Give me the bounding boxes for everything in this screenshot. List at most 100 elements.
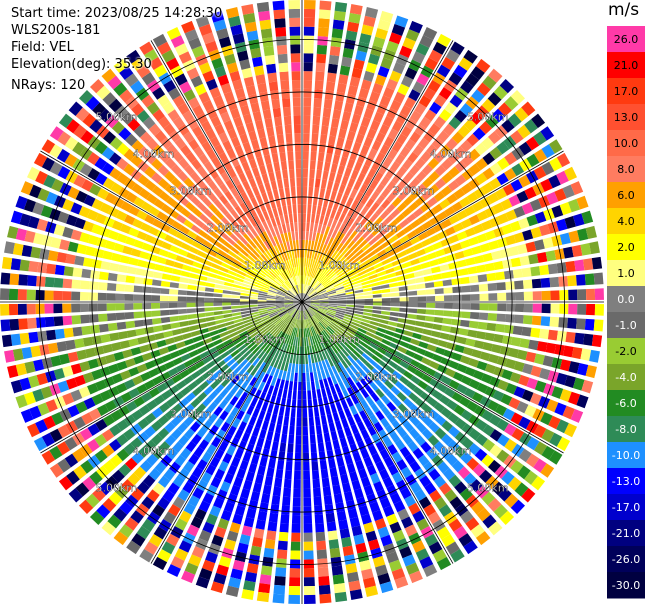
velocity-gate xyxy=(317,273,325,282)
velocity-gate xyxy=(210,10,225,23)
velocity-gate xyxy=(359,33,372,45)
velocity-gate xyxy=(256,591,270,603)
velocity-gate xyxy=(338,223,346,233)
velocity-gate xyxy=(355,202,365,213)
velocity-gate xyxy=(266,163,274,174)
velocity-gate xyxy=(380,199,391,210)
velocity-gate xyxy=(237,270,247,277)
velocity-gate xyxy=(489,414,502,427)
velocity-gate xyxy=(186,290,196,296)
velocity-gate xyxy=(187,230,198,240)
velocity-gate xyxy=(24,361,36,374)
velocity-gate xyxy=(283,343,288,353)
velocity-gate xyxy=(305,337,309,347)
velocity-gate xyxy=(294,222,298,232)
velocity-gate xyxy=(239,202,249,213)
velocity-gate xyxy=(388,32,403,45)
velocity-gate xyxy=(263,240,271,250)
velocity-gate xyxy=(215,279,225,285)
velocity-gate xyxy=(442,468,456,481)
velocity-gate xyxy=(139,344,150,354)
elevation-text: Elevation(deg): 35.30 xyxy=(11,57,152,72)
velocity-gate xyxy=(447,180,460,192)
ring-label: 2.00km xyxy=(355,222,397,235)
velocity-gate xyxy=(303,497,312,507)
velocity-gate xyxy=(261,316,271,322)
velocity-gate xyxy=(299,257,302,267)
velocity-gate xyxy=(82,257,94,268)
velocity-gate xyxy=(303,585,316,596)
velocity-gate xyxy=(307,318,312,328)
velocity-gate xyxy=(342,215,351,225)
velocity-gate xyxy=(329,274,338,281)
velocity-gate xyxy=(187,96,200,109)
velocity-gate xyxy=(179,369,190,379)
velocity-gate xyxy=(259,313,269,318)
velocity-gate xyxy=(373,111,384,123)
velocity-gate xyxy=(435,302,445,309)
velocity-gate xyxy=(228,15,241,27)
velocity-gate xyxy=(119,340,131,350)
velocity-gate xyxy=(543,208,555,221)
velocity-gate xyxy=(287,389,293,400)
velocity-gate xyxy=(531,278,542,289)
velocity-gate xyxy=(389,70,402,83)
velocity-gate xyxy=(452,310,462,318)
velocity-gate xyxy=(448,379,460,390)
velocity-gate xyxy=(424,385,436,396)
velocity-gate xyxy=(551,234,563,247)
velocity-gate xyxy=(394,15,409,28)
velocity-gate xyxy=(218,399,229,410)
velocity-gate xyxy=(337,305,347,309)
velocity-gate xyxy=(264,262,273,271)
velocity-gate xyxy=(385,168,396,180)
velocity-gate xyxy=(468,148,481,162)
velocity-gate xyxy=(293,213,298,223)
velocity-gate xyxy=(342,369,350,379)
velocity-gate xyxy=(334,1,348,13)
velocity-gate xyxy=(226,358,236,367)
velocity-gate xyxy=(243,361,252,371)
velocity-gate xyxy=(303,514,313,525)
velocity-gate xyxy=(310,240,315,250)
velocity-gate xyxy=(496,313,506,322)
velocity-gate xyxy=(133,239,145,249)
velocity-gate xyxy=(383,49,396,61)
velocity-gate xyxy=(346,343,355,352)
velocity-gate xyxy=(275,305,285,309)
velocity-gate xyxy=(318,584,331,595)
velocity-gate xyxy=(464,387,476,399)
velocity-gate xyxy=(342,225,350,235)
velocity-gate xyxy=(501,369,513,381)
velocity-gate xyxy=(383,86,395,99)
velocity-gate xyxy=(43,174,56,189)
velocity-gate xyxy=(547,263,558,275)
velocity-gate xyxy=(368,358,378,367)
velocity-gate xyxy=(57,424,71,439)
velocity-gate xyxy=(217,327,228,334)
velocity-gate xyxy=(53,316,64,327)
velocity-gate xyxy=(585,288,596,301)
velocity-gate xyxy=(221,335,231,342)
velocity-gate xyxy=(313,496,322,506)
velocity-gate xyxy=(372,82,384,95)
velocity-gate xyxy=(580,348,592,361)
velocity-gate xyxy=(133,355,145,365)
velocity-gate xyxy=(82,113,97,128)
velocity-gate xyxy=(303,470,311,480)
velocity-gate xyxy=(487,192,500,204)
velocity-gate xyxy=(26,166,40,181)
velocity-gate xyxy=(327,237,334,247)
velocity-gate xyxy=(133,303,143,310)
velocity-gate xyxy=(525,170,539,184)
velocity-gate xyxy=(316,160,324,171)
velocity-gate xyxy=(493,85,508,100)
velocity-gate xyxy=(555,372,568,386)
velocity-gate xyxy=(353,161,363,172)
velocity-gate xyxy=(479,469,493,483)
velocity-gate xyxy=(460,409,473,421)
velocity-gate xyxy=(278,331,285,341)
velocity-gate xyxy=(418,341,429,349)
velocity-gate xyxy=(445,253,457,262)
velocity-gate xyxy=(266,300,276,302)
